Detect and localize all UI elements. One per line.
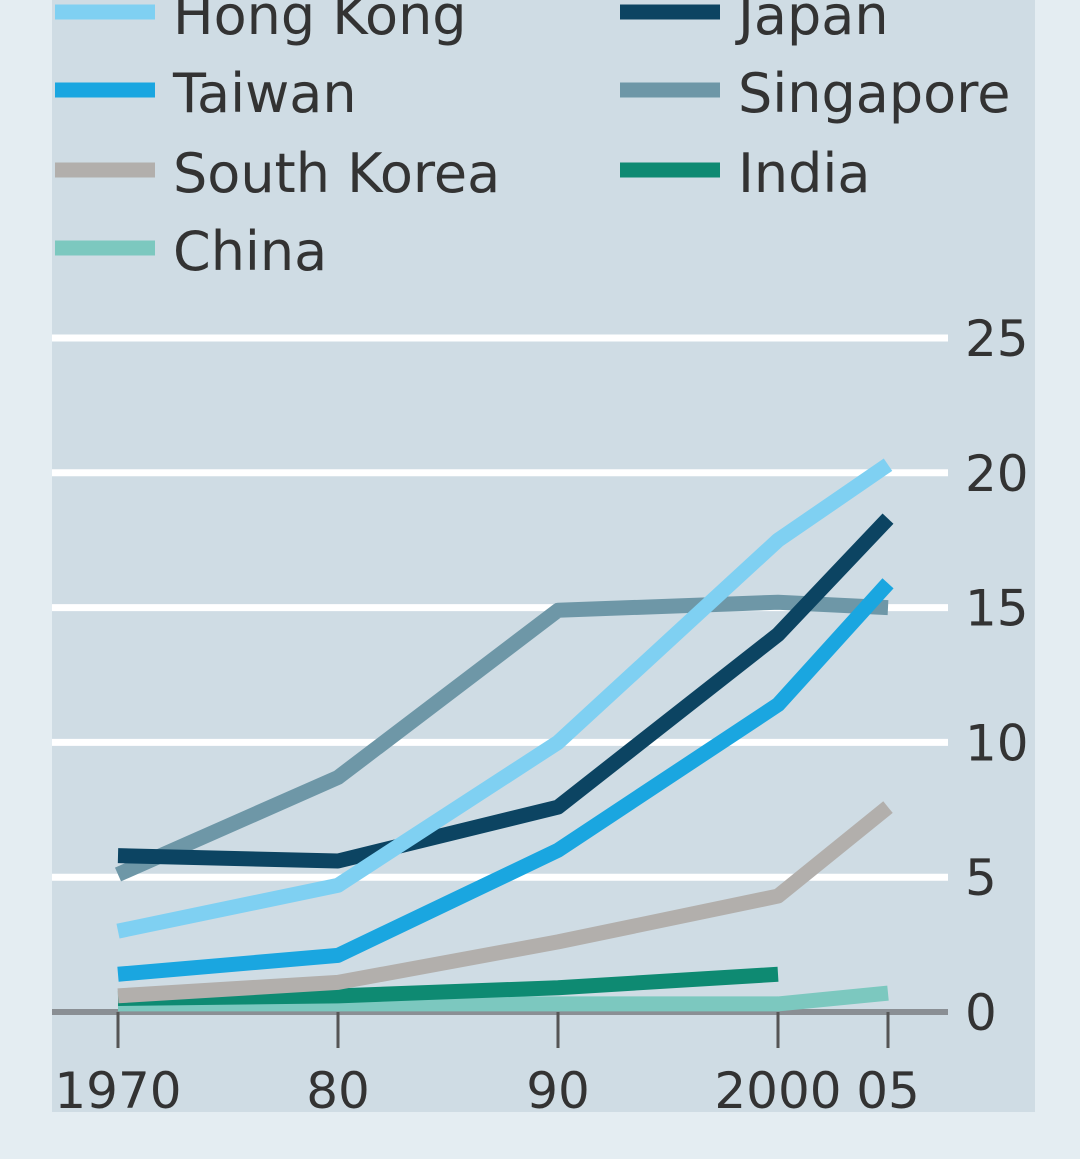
legend-item-hong-kong: Hong Kong [55,0,467,47]
legend-label: Taiwan [172,62,357,125]
legend-label: Japan [735,0,889,47]
legend-label: Singapore [738,62,1010,125]
y-tick-label: 20 [965,445,1029,503]
y-tick-label: 25 [965,310,1029,368]
x-tick-label: 90 [526,1062,590,1120]
x-tick-label: 2000 [714,1062,841,1120]
series-line-japan [117,513,894,869]
series-line-south-korea [117,801,893,1004]
legend-item-south-korea: South Korea [55,142,500,205]
legend-item-taiwan: Taiwan [55,62,357,125]
y-tick-label: 0 [965,984,997,1042]
legend-item-china: China [55,220,327,283]
legend-label: China [173,220,327,283]
legend-label: Hong Kong [173,0,467,47]
series-line-taiwan [117,578,894,982]
legend-item-india: India [620,142,871,205]
y-tick-label: 10 [965,714,1029,772]
series-line-india [117,966,779,1007]
legend-label: South Korea [173,142,500,205]
plot-panel [52,0,1035,1112]
legend-item-singapore: Singapore [620,62,1010,125]
y-tick-label: 5 [965,849,997,907]
series-line-hong-kong [116,458,893,939]
x-tick-label: 1970 [54,1062,181,1120]
legend-item-japan: Japan [620,0,889,47]
x-tick-label: 80 [306,1062,370,1120]
legend-label: India [738,142,871,205]
y-tick-label: 15 [965,580,1029,638]
x-tick-label: 05 [856,1062,920,1120]
